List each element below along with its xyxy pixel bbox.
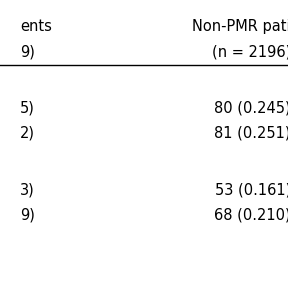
Text: 68 (0.210): 68 (0.210) [214,207,288,222]
Text: 53 (0.161): 53 (0.161) [215,183,288,198]
Text: 9): 9) [20,45,35,60]
Text: ents: ents [20,19,52,34]
Text: (n = 2196): (n = 2196) [212,45,288,60]
Text: 9): 9) [20,207,35,222]
Text: Non-PMR pati: Non-PMR pati [192,19,288,34]
Text: 80 (0.245): 80 (0.245) [214,101,288,116]
Text: 3): 3) [20,183,35,198]
Text: 2): 2) [20,125,35,140]
Text: 81 (0.251): 81 (0.251) [214,125,288,140]
Text: 5): 5) [20,101,35,116]
